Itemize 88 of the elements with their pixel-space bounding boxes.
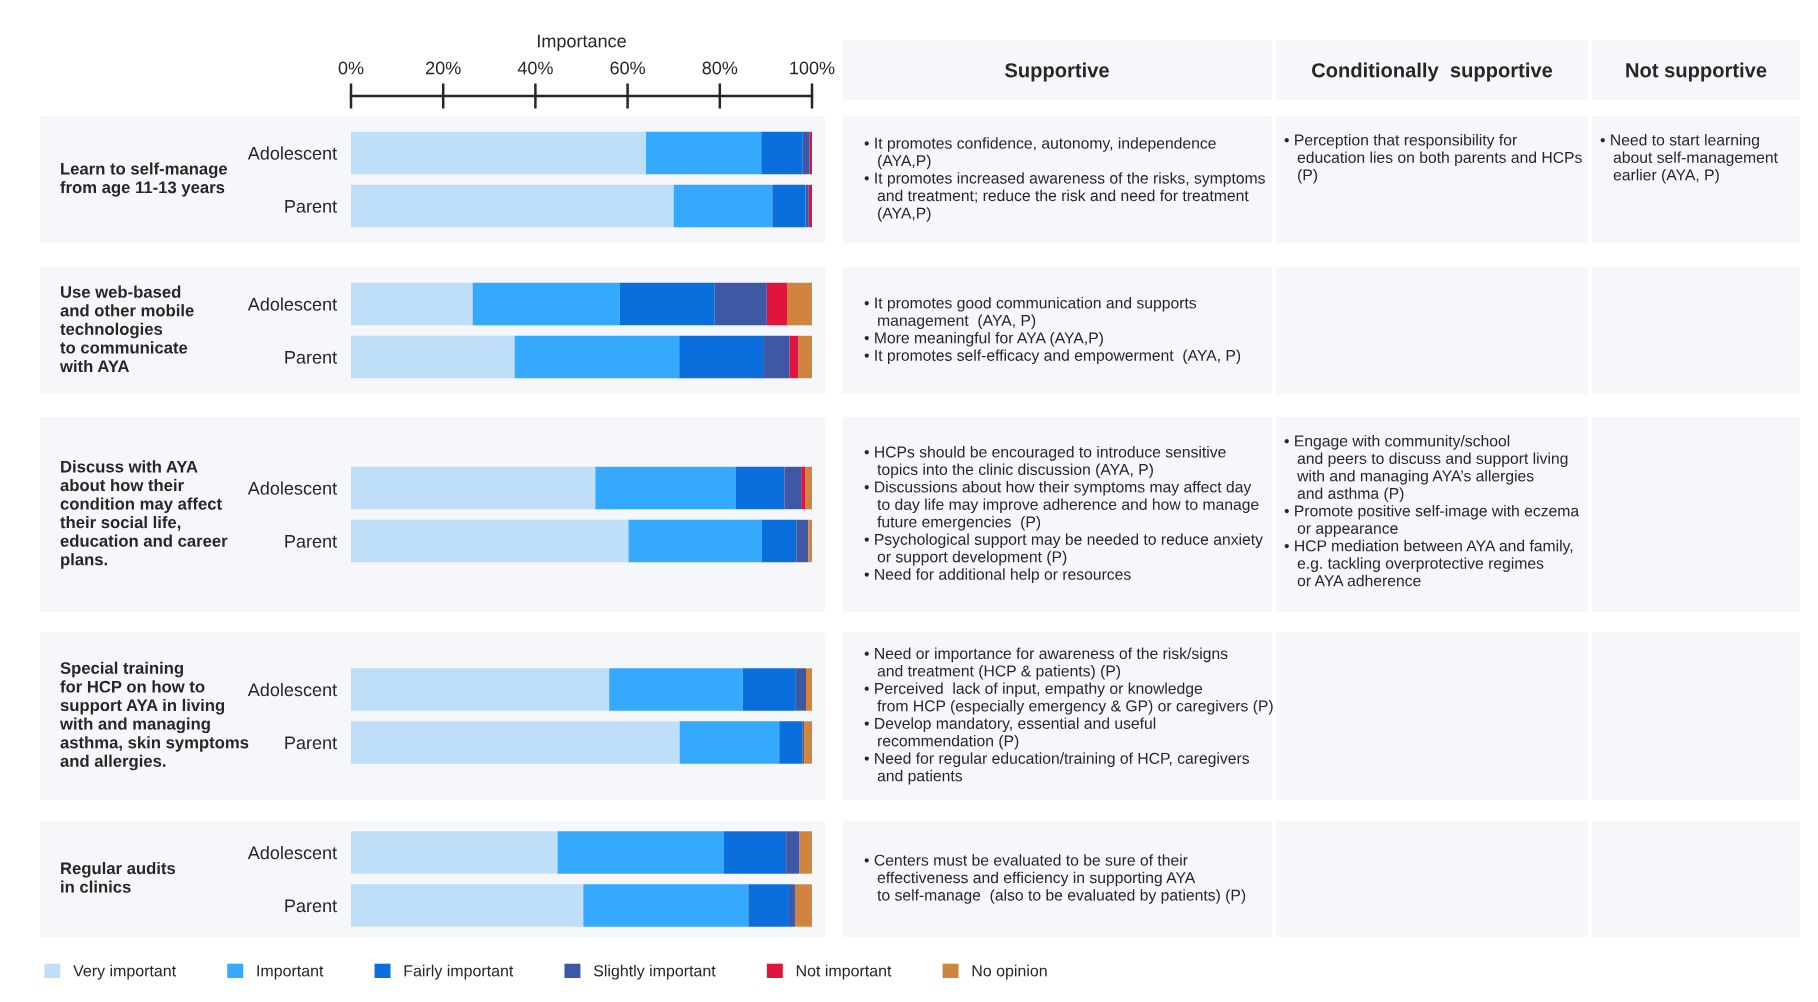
text: • HCPs should be encouraged to introduce sensitive topics into the clinic discussion (AYA, P) • Discussions about how their symptoms may affect day to day life may improve adherence and how to manage future emergencies (P) • Psychological support may be needed to reduce anxiety or support development (P) • Need for additional help or resources <box>864 446 1263 583</box>
bar <box>804 721 812 764</box>
bar <box>714 282 767 326</box>
y-tick-label: Parent <box>285 200 337 213</box>
text: Not supportive <box>1626 62 1767 82</box>
bar <box>557 831 724 874</box>
bar <box>761 519 797 563</box>
bar <box>761 131 803 175</box>
bar <box>772 184 806 228</box>
text: • It promotes confidence, autonomy, independence (AYA,P) • It promotes increased awareness of the risks, symptoms and treatment; reduce the risk and need for treatment (AYA,P) <box>864 137 1265 222</box>
text: • Need to start learning about self-management earlier (AYA, P) <box>1600 134 1778 184</box>
bar <box>735 466 785 510</box>
bar <box>472 282 620 326</box>
text: Regular audits in clinics <box>61 861 176 893</box>
text: • Centers must be evaluated to be sure of their effectiveness and efficiency in supporting AYA to self-manage (also to be evaluated by patients) (P) <box>864 854 1246 904</box>
bar <box>723 831 787 874</box>
bar <box>673 184 773 228</box>
bar <box>679 335 765 379</box>
bar <box>351 335 515 379</box>
bar <box>802 131 810 175</box>
legend-label: Not important <box>796 964 892 980</box>
legend-label: Fairly important <box>404 964 514 980</box>
bar <box>784 466 802 510</box>
bar <box>351 668 610 711</box>
x-axis-title: Importance <box>538 34 626 51</box>
y-tick-label: Adolescent <box>247 845 337 860</box>
bar <box>806 668 812 711</box>
y-tick-label: Parent <box>285 351 337 364</box>
bar <box>748 884 789 927</box>
bar <box>351 282 473 326</box>
bar <box>796 519 809 563</box>
bar <box>764 335 790 379</box>
y-tick-label: Adolescent <box>247 297 337 311</box>
x-tick-label: 100% <box>790 61 835 75</box>
bar <box>351 884 584 927</box>
text: Conditionally supportive <box>1312 62 1553 82</box>
y-tick-label: Adolescent <box>247 682 337 697</box>
text: • Need or importance for awareness of the risk/signs and treatment (HCP & patients) (P) • Perceived lack of input, empathy or knowledge from HCP (especially emergency & GP) or caregivers (P) • Develop mandatory, essential and useful recommendation (P) • Need for regular education/training of HCP, caregivers and patients <box>864 647 1273 785</box>
text: • Engage with community/school and peers to discuss and support living with and managing AYA’s allergies and asthma (P) • Promote positive self-image with eczema or appearance • HCP mediation between AYA and family, e.g. tackling overprotective regimes or AYA adherence <box>1284 435 1580 587</box>
text: Use web-based and other mobile technologies to communicate with AYA <box>59 285 194 373</box>
bar <box>583 884 749 927</box>
bar <box>351 131 647 175</box>
bar <box>619 282 715 326</box>
bar <box>351 466 596 510</box>
bar <box>789 335 799 379</box>
bar <box>351 184 674 228</box>
bar <box>787 282 812 326</box>
text: Supportive <box>1004 62 1109 82</box>
bar <box>766 282 788 326</box>
y-tick-label: Parent <box>285 736 337 750</box>
y-tick-label: Adolescent <box>247 146 337 160</box>
bar <box>795 668 807 711</box>
text: • It promotes good communication and supports management (AYA, P) • More meaningful for AYA (AYA,P) • It promotes self-efficacy and empowerment (AYA, P) <box>864 296 1241 365</box>
bar <box>808 519 812 563</box>
bar <box>628 519 762 563</box>
text: Special training for HCP on how to support AYA in living with and managing asthma, skin symptoms and allergies. <box>59 661 249 771</box>
bar <box>798 335 812 379</box>
bar <box>351 519 629 563</box>
bar <box>609 668 743 711</box>
bar <box>788 884 795 927</box>
legend-label: Slightly important <box>593 964 716 980</box>
x-tick-label: 60% <box>610 61 646 75</box>
bar <box>742 668 796 711</box>
bar <box>786 831 800 874</box>
bar <box>595 466 736 510</box>
legend-label: Very important <box>73 964 176 980</box>
legend-label: Important <box>257 965 324 980</box>
bar <box>351 831 558 874</box>
text: Learn to self-manage from age 11-13 years <box>60 162 228 197</box>
x-tick-label: 0% <box>338 61 364 75</box>
x-tick-label: 40% <box>517 61 553 75</box>
bar <box>351 721 680 764</box>
bar <box>514 335 680 379</box>
bar <box>799 831 812 874</box>
bar <box>794 884 812 927</box>
bar <box>779 721 803 764</box>
bar <box>805 466 812 510</box>
bar <box>679 721 780 764</box>
y-tick-label: Parent <box>285 535 337 548</box>
bar <box>646 131 762 175</box>
y-tick-label: Parent <box>285 899 337 913</box>
text: • Perception that responsibility for education lies on both parents and HCPs (P) <box>1284 134 1582 184</box>
text: Discuss with AYA about how their condition may affect their social life, education and career plans. <box>60 460 228 569</box>
y-tick-label: Adolescent <box>247 481 337 495</box>
bar <box>801 466 806 510</box>
x-tick-label: 20% <box>426 61 461 75</box>
x-tick-label: 80% <box>702 61 738 75</box>
legend-label: No opinion <box>972 964 1047 980</box>
